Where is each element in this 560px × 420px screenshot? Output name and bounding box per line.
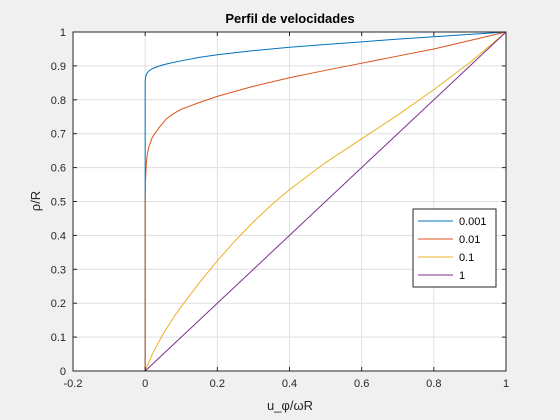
- y-tick-label: 0.8: [51, 95, 66, 107]
- series-line-4: [144, 31, 507, 372]
- series-line-3: [144, 31, 507, 372]
- x-tick-label: -0.2: [64, 378, 83, 390]
- y-tick-label: 0.3: [51, 264, 66, 276]
- legend: 0.001 0.01 0.1 1: [412, 208, 497, 288]
- y-tick-label: 0.1: [51, 332, 66, 344]
- y-tick-label: 0: [60, 366, 66, 378]
- x-tick-label: 0.4: [282, 378, 297, 390]
- x-tick-label: 0.6: [354, 378, 369, 390]
- series-line-1: [144, 31, 507, 371]
- legend-label: 0.1: [459, 252, 474, 264]
- y-tick-label: 1: [60, 27, 66, 39]
- series-line-2: [144, 31, 507, 371]
- y-tick-label: 0.6: [51, 163, 66, 175]
- x-tick-label: 0: [142, 378, 148, 390]
- x-tick-label: 0.2: [210, 378, 225, 390]
- y-axis-label: ρ/R: [28, 191, 43, 211]
- legend-label: 0.01: [459, 234, 480, 246]
- x-tick-label: 0.8: [426, 378, 441, 390]
- y-tick-label: 0.9: [51, 61, 66, 73]
- ticks: -0.2 0 0.2 0.4 0.6 0.8 100.10.20.30.40.50.60.7…: [51, 27, 509, 390]
- legend-box: [412, 208, 497, 288]
- legend-label: 0.001: [459, 216, 487, 228]
- x-tick-label: 1: [503, 378, 509, 390]
- y-tick-label: 0.5: [51, 197, 66, 209]
- legend-label: 1: [459, 270, 465, 282]
- x-axis-label: u_φ/ωR: [267, 398, 313, 413]
- y-tick-label: 0.2: [51, 298, 66, 310]
- y-tick-label: 0.4: [51, 230, 66, 242]
- y-tick-label: 0.7: [51, 129, 66, 141]
- chart-title: Perfil de velocidades: [225, 11, 354, 26]
- series-layer: [144, 31, 507, 372]
